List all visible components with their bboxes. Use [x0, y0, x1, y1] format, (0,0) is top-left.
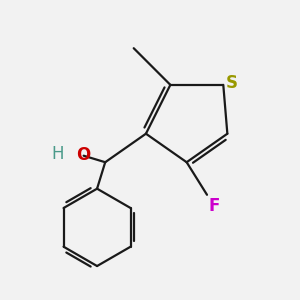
Text: S: S: [226, 74, 238, 92]
Text: O: O: [76, 146, 90, 164]
Text: F: F: [208, 197, 220, 215]
Text: H: H: [51, 145, 64, 163]
